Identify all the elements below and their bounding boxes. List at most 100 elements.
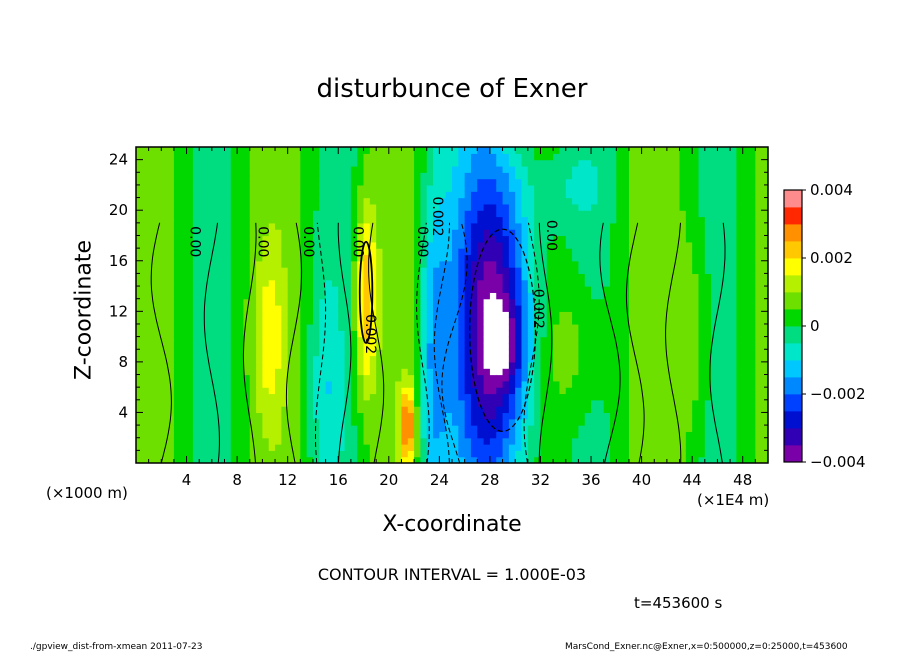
field-cell: [357, 444, 365, 451]
field-cell: [508, 147, 516, 154]
field-cell: [622, 165, 630, 173]
field-cell: [161, 197, 169, 205]
field-cell: [420, 222, 428, 230]
field-cell: [736, 418, 744, 426]
field-cell: [445, 184, 453, 192]
field-cell: [521, 317, 529, 325]
field-cell: [458, 368, 466, 376]
field-cell: [572, 431, 579, 439]
field-cell: [363, 210, 371, 218]
field-cell: [294, 450, 301, 458]
field-cell: [180, 298, 188, 306]
field-cell: [470, 153, 478, 161]
field-cell: [610, 380, 617, 388]
field-cell: [268, 260, 276, 268]
field-cell: [616, 197, 624, 205]
field-cell: [553, 368, 561, 376]
field-cell: [382, 374, 390, 382]
field-cell: [275, 418, 282, 426]
field-cell: [730, 425, 737, 432]
field-cell: [565, 235, 573, 243]
field-cell: [452, 336, 459, 344]
field-cell: [161, 216, 169, 224]
field-cell: [464, 412, 472, 420]
field-cell: [685, 191, 693, 199]
field-cell: [654, 267, 662, 274]
field-cell: [591, 305, 598, 312]
field-cell: [711, 191, 719, 199]
field-cell: [603, 323, 611, 331]
field-cell: [496, 235, 504, 243]
field-cell: [515, 361, 523, 369]
field-cell: [610, 412, 617, 420]
field-cell: [641, 437, 649, 445]
field-cell: [477, 241, 485, 249]
field-cell: [458, 361, 466, 369]
field-cell: [401, 172, 409, 180]
field-cell: [470, 229, 478, 237]
field-cell: [148, 330, 156, 338]
field-cell: [641, 317, 649, 325]
field-cell: [363, 273, 371, 281]
field-cell: [647, 216, 655, 224]
field-cell: [521, 292, 529, 300]
field-cell: [243, 165, 251, 173]
field-cell: [647, 368, 655, 376]
field-cell: [452, 216, 459, 224]
field-cell: [698, 273, 706, 281]
field-cell: [180, 456, 188, 463]
field-cell: [338, 178, 346, 186]
field-cell: [458, 431, 466, 439]
field-cell: [268, 437, 276, 445]
field-cell: [477, 172, 485, 180]
field-cell: [262, 191, 270, 199]
field-cell: [521, 406, 529, 414]
field-cell: [154, 235, 162, 243]
field-cell: [294, 235, 301, 243]
field-cell: [243, 444, 251, 451]
field-cell: [433, 159, 440, 167]
field-cell: [294, 191, 301, 199]
field-cell: [654, 355, 662, 363]
field-cell: [591, 342, 598, 350]
field-cell: [742, 203, 750, 211]
field-cell: [685, 406, 693, 414]
field-cell: [742, 216, 750, 224]
field-cell: [578, 222, 586, 230]
field-cell: [470, 399, 478, 407]
field-cell: [711, 311, 719, 319]
field-cell: [698, 368, 706, 376]
field-cell: [363, 279, 371, 287]
field-cell: [502, 222, 510, 230]
field-cell: [325, 418, 333, 426]
field-cell: [262, 431, 270, 439]
field-cell: [401, 355, 409, 363]
field-cell: [685, 267, 693, 274]
field-cell: [704, 330, 712, 338]
field-cell: [350, 444, 358, 451]
field-cell: [742, 147, 750, 154]
field-cell: [717, 387, 725, 395]
field-cell: [527, 399, 535, 407]
field-cell: [230, 147, 238, 154]
field-cell: [325, 191, 333, 199]
field-cell: [464, 399, 472, 407]
field-cell: [192, 431, 200, 439]
field-cell: [521, 241, 529, 249]
field-cell: [249, 393, 257, 401]
field-cell: [755, 254, 763, 262]
field-cell: [527, 437, 535, 445]
field-cell: [502, 355, 510, 363]
field-cell: [420, 216, 428, 224]
field-cell: [654, 229, 662, 237]
field-cell: [654, 311, 662, 319]
field-cell: [344, 286, 352, 293]
field-cell: [502, 342, 510, 350]
field-cell: [730, 305, 737, 312]
field-cell: [502, 235, 510, 243]
field-cell: [559, 254, 567, 262]
field-cell: [224, 425, 232, 432]
field-cell: [565, 431, 573, 439]
field-cell: [521, 248, 529, 256]
field-cell: [192, 260, 200, 268]
